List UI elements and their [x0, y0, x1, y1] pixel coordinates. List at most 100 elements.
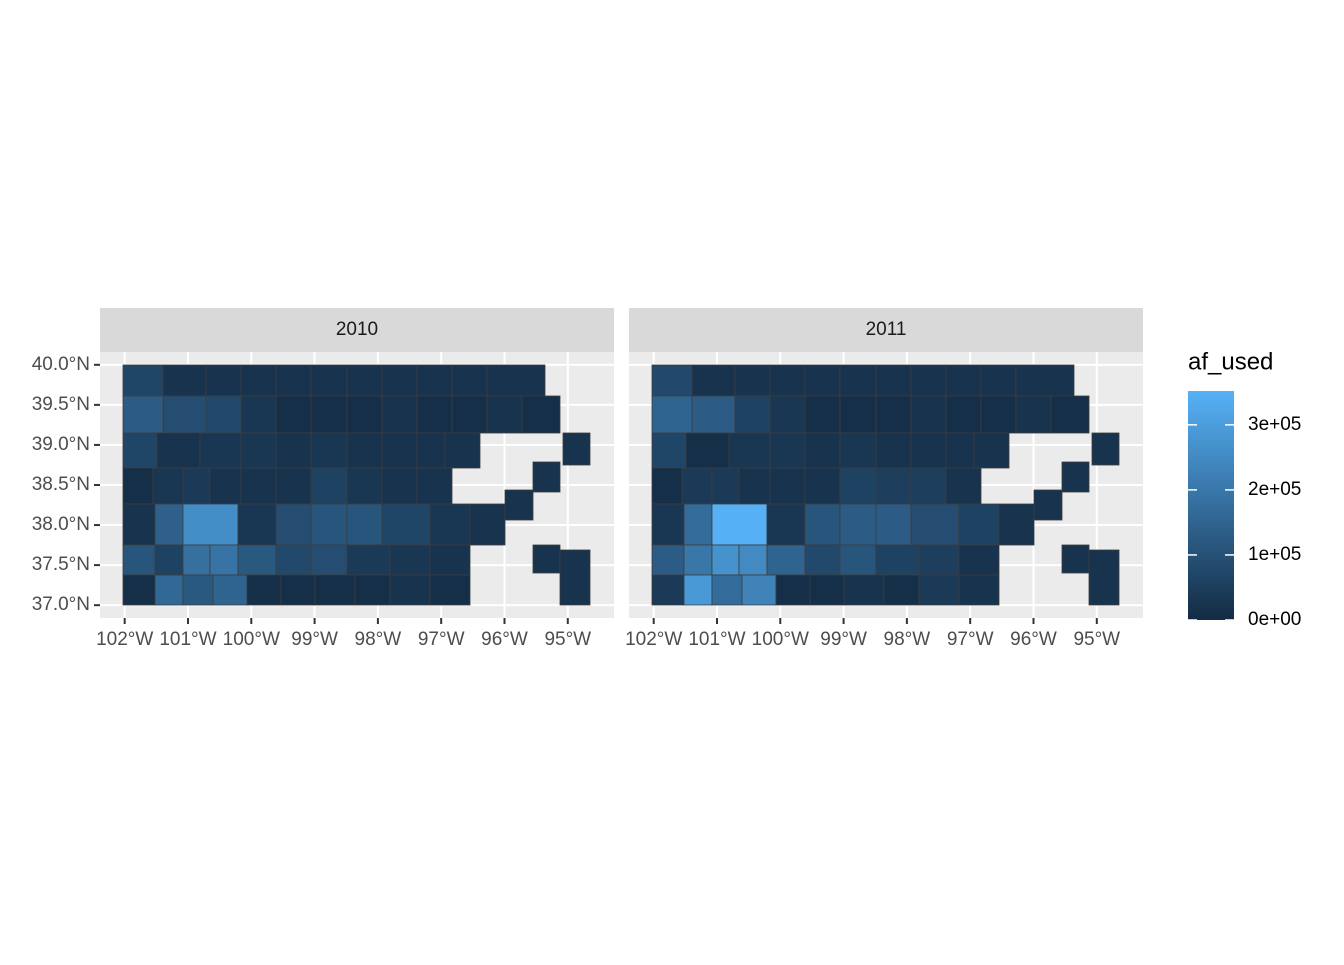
county — [691, 364, 736, 397]
county — [212, 574, 248, 606]
x-tick-label: 98°W — [884, 629, 931, 650]
y-tick-label: 39.0°N — [32, 434, 90, 455]
county — [122, 574, 156, 606]
county — [122, 467, 154, 505]
county — [910, 467, 947, 505]
county — [182, 544, 211, 576]
county — [1061, 544, 1090, 574]
county — [182, 574, 214, 606]
county — [839, 544, 877, 576]
x-tick-label: 95°W — [544, 629, 591, 650]
county — [389, 574, 431, 606]
county — [651, 467, 683, 505]
legend-label: 3e+05 — [1248, 414, 1301, 435]
x-tick-label: 97°W — [418, 629, 465, 650]
county — [769, 467, 806, 505]
county — [651, 432, 687, 469]
county — [683, 503, 713, 546]
county — [346, 467, 383, 505]
x-tick-label: 101°W — [159, 629, 216, 650]
y-tick-label: 39.5°N — [32, 394, 90, 415]
county — [122, 544, 156, 576]
county — [310, 432, 348, 469]
county — [154, 503, 184, 546]
county — [875, 395, 912, 434]
x-tick-label: 100°W — [752, 629, 809, 650]
county — [766, 544, 806, 576]
county — [310, 544, 348, 576]
county — [182, 467, 211, 505]
county — [162, 364, 207, 397]
county — [1091, 432, 1120, 466]
county — [237, 544, 277, 576]
county — [875, 467, 912, 505]
x-tick-label: 98°W — [355, 629, 402, 650]
county — [209, 544, 239, 576]
county — [429, 503, 471, 546]
county — [381, 395, 418, 434]
county — [559, 549, 591, 606]
y-tick-label: 38.0°N — [32, 514, 90, 535]
county — [683, 544, 713, 576]
county — [958, 544, 1000, 576]
county — [532, 544, 561, 574]
county — [237, 503, 277, 546]
county — [651, 574, 685, 606]
county — [1088, 549, 1120, 606]
x-tick-label: 102°W — [96, 629, 153, 650]
county — [429, 574, 471, 606]
county — [122, 503, 156, 546]
legend-label: 2e+05 — [1248, 479, 1301, 500]
county — [152, 467, 184, 505]
county — [734, 364, 771, 397]
county — [769, 395, 806, 434]
county — [651, 544, 685, 576]
county — [275, 432, 312, 469]
y-tick-label: 38.5°N — [32, 474, 90, 495]
county — [154, 544, 184, 576]
county — [958, 574, 1000, 606]
county — [310, 395, 348, 434]
county — [240, 395, 277, 434]
county — [998, 503, 1035, 546]
county — [910, 364, 947, 397]
county — [504, 489, 534, 521]
county — [486, 395, 523, 434]
facet-label: 2011 — [866, 319, 907, 340]
county — [775, 574, 811, 606]
county — [918, 574, 960, 606]
county — [346, 503, 383, 546]
county — [804, 395, 841, 434]
county — [486, 364, 546, 397]
county — [205, 395, 242, 434]
county — [651, 503, 685, 546]
y-tick-label: 37.5°N — [32, 554, 90, 575]
county — [310, 467, 348, 505]
county — [711, 574, 743, 606]
county — [804, 544, 841, 576]
county — [839, 432, 877, 469]
x-tick-label: 102°W — [625, 629, 682, 650]
county — [910, 395, 947, 434]
county — [883, 574, 920, 606]
county — [429, 544, 471, 576]
county — [1015, 395, 1052, 434]
x-tick-label: 97°W — [947, 629, 994, 650]
strip — [629, 308, 1143, 352]
y-tick-label: 40.0°N — [32, 354, 90, 375]
county — [156, 432, 201, 469]
x-tick-label: 100°W — [223, 629, 280, 650]
county — [711, 544, 740, 576]
x-tick-label: 99°W — [291, 629, 338, 650]
county — [711, 467, 740, 505]
county — [469, 503, 506, 546]
county — [122, 364, 164, 397]
county — [741, 574, 777, 606]
county — [683, 574, 713, 606]
legend-label: 0e+00 — [1248, 609, 1301, 630]
county — [199, 432, 242, 469]
county — [346, 364, 383, 397]
county — [209, 467, 242, 505]
x-tick-label: 99°W — [820, 629, 867, 650]
county — [246, 574, 282, 606]
